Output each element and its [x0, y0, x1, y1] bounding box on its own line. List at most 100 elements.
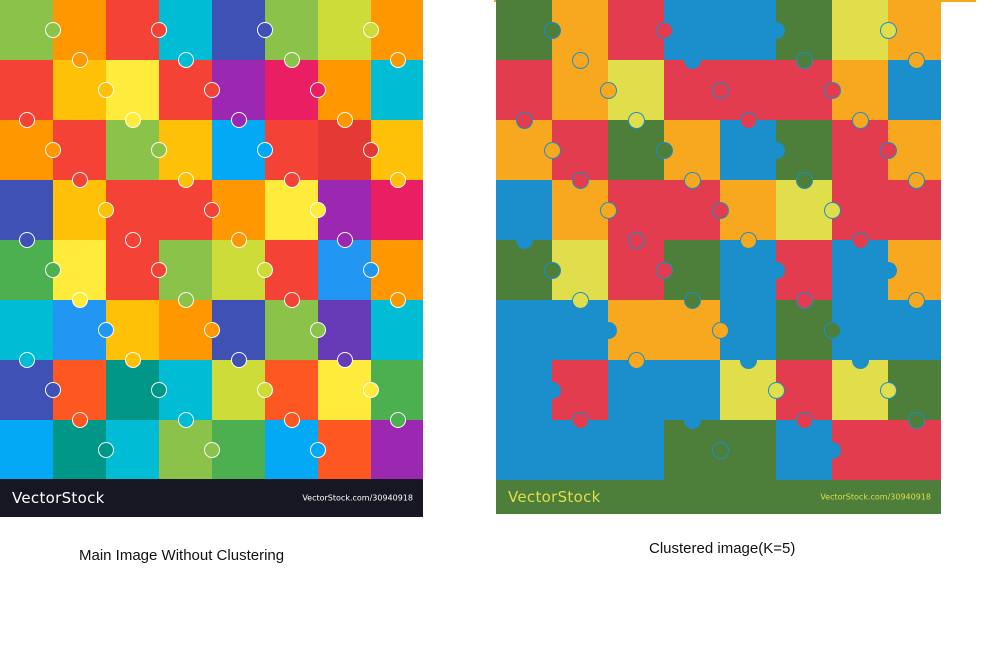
puzzle-knob: [796, 292, 812, 308]
puzzle-piece: [212, 0, 265, 60]
puzzle-knob: [19, 113, 34, 127]
puzzle-knob: [712, 82, 728, 98]
puzzle-knob: [824, 202, 840, 218]
puzzle-knob: [796, 172, 812, 188]
puzzle-knob: [19, 353, 34, 367]
puzzle-knob: [178, 413, 193, 427]
puzzle-piece: [106, 0, 159, 60]
puzzle-piece: [832, 420, 888, 480]
puzzle-piece: [106, 300, 159, 360]
puzzle-piece: [832, 60, 888, 120]
puzzle-piece: [53, 0, 106, 60]
puzzle-piece: [496, 60, 552, 120]
puzzle-knob: [908, 412, 924, 428]
puzzle-knob: [152, 23, 166, 37]
puzzle-knob: [796, 52, 812, 68]
puzzle-piece: [0, 420, 53, 480]
puzzle-knob: [125, 353, 140, 367]
puzzle-piece: [265, 420, 318, 480]
puzzle-piece: [552, 300, 608, 360]
puzzle-knob: [125, 113, 140, 127]
puzzle-piece: [608, 360, 664, 420]
puzzle-knob: [824, 82, 840, 98]
puzzle-piece: [0, 180, 53, 240]
puzzle-piece: [832, 360, 888, 420]
puzzle-piece: [664, 360, 720, 420]
puzzle-piece: [888, 300, 941, 360]
puzzle-piece: [212, 120, 265, 180]
caption-clustered: Clustered image(K=5): [649, 540, 796, 557]
puzzle-piece: [552, 120, 608, 180]
puzzle-piece: [159, 420, 212, 480]
puzzle-piece: [664, 300, 720, 360]
puzzle-knob: [72, 293, 87, 307]
puzzle-piece: [106, 120, 159, 180]
puzzle-piece: [53, 360, 106, 420]
puzzle-knob: [684, 52, 700, 68]
puzzle-piece: [371, 60, 423, 120]
puzzle-piece: [53, 300, 106, 360]
puzzle-piece: [608, 420, 664, 480]
puzzle-piece: [888, 180, 941, 240]
puzzle-piece: [318, 60, 371, 120]
puzzle-piece: [552, 420, 608, 480]
puzzle-piece: [106, 180, 159, 240]
puzzle-piece: [496, 120, 552, 180]
puzzle-piece: [371, 300, 423, 360]
puzzle-piece: [608, 180, 664, 240]
puzzle-piece: [318, 360, 371, 420]
puzzle-knob: [880, 142, 896, 158]
puzzle-knob: [712, 442, 728, 458]
puzzle-knob: [600, 322, 616, 338]
puzzle-knob: [178, 53, 193, 67]
puzzle-piece: [265, 180, 318, 240]
puzzle-knob: [908, 292, 924, 308]
puzzle-knob: [544, 142, 560, 158]
puzzle-piece: [552, 180, 608, 240]
puzzle-piece: [720, 180, 776, 240]
puzzle-knob: [852, 232, 868, 248]
puzzle-piece: [265, 0, 318, 60]
puzzle-piece: [212, 300, 265, 360]
puzzle-knob: [768, 262, 784, 278]
puzzle-knob: [544, 382, 560, 398]
puzzle-knob: [311, 203, 325, 217]
puzzle-knob: [572, 172, 588, 188]
puzzle-knob: [684, 172, 700, 188]
puzzle-knob: [600, 82, 616, 98]
puzzle-piece: [776, 240, 832, 300]
puzzle-piece: [776, 120, 832, 180]
puzzle-knob: [740, 352, 756, 368]
puzzle-piece: [265, 360, 318, 420]
puzzle-knob: [231, 233, 246, 247]
puzzle-knob: [824, 442, 840, 458]
puzzle-knob: [364, 383, 378, 397]
puzzle-knob: [72, 413, 87, 427]
puzzle-piece: [832, 120, 888, 180]
puzzle-knob: [796, 412, 812, 428]
puzzle-piece: [776, 360, 832, 420]
puzzle-knob: [712, 322, 728, 338]
puzzle-knob: [516, 112, 532, 128]
puzzle-piece: [496, 420, 552, 480]
puzzle-piece: [776, 0, 832, 60]
puzzle-knob: [572, 412, 588, 428]
puzzle-piece: [664, 60, 720, 120]
brand-logo-text: VectorStock: [12, 489, 105, 507]
puzzle-piece: [720, 0, 776, 60]
puzzle-knob: [152, 383, 166, 397]
puzzle-knob: [46, 143, 60, 157]
puzzle-piece: [53, 240, 106, 300]
puzzle-knob: [364, 143, 378, 157]
puzzle-piece: [664, 420, 720, 480]
puzzle-piece: [496, 240, 552, 300]
puzzle-knob: [390, 413, 405, 427]
puzzle-knob: [284, 413, 299, 427]
puzzle-knob: [768, 382, 784, 398]
puzzle-knob: [99, 203, 113, 217]
puzzle-piece: [776, 60, 832, 120]
puzzle-piece: [552, 0, 608, 60]
puzzle-knob: [152, 263, 166, 277]
puzzle-knob: [600, 202, 616, 218]
puzzle-knob: [284, 53, 299, 67]
